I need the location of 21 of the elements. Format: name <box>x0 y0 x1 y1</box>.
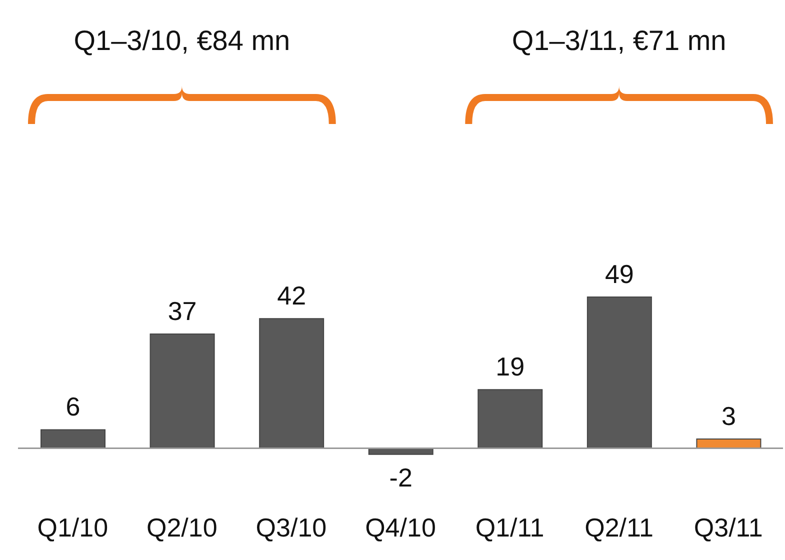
bar <box>259 318 324 449</box>
x-tick-label: Q2/10 <box>146 512 218 542</box>
x-tick-label: Q1/10 <box>37 512 108 542</box>
data-label: 19 <box>496 352 525 382</box>
data-label: 42 <box>277 280 306 311</box>
text: Q1–3/11, €71 mn <box>512 25 726 56</box>
x-tick-label: Q3/10 <box>256 512 327 542</box>
x-tick-label: Q4/10 <box>365 512 436 542</box>
text: Q1–3/10, €84 mn <box>74 25 290 56</box>
x-tick-label: Q3/11 <box>694 512 763 542</box>
bar <box>586 296 652 449</box>
bar <box>150 334 215 449</box>
data-label: 37 <box>168 296 197 326</box>
x-tick-label: Q2/11 <box>584 512 654 542</box>
data-label: 6 <box>66 392 80 422</box>
data-label: 3 <box>721 400 736 431</box>
bar <box>40 429 106 449</box>
data-label: -2 <box>389 462 412 492</box>
bar <box>478 389 543 449</box>
x-tick-label: Q1/11 <box>475 512 544 542</box>
data-label: 49 <box>604 258 634 289</box>
